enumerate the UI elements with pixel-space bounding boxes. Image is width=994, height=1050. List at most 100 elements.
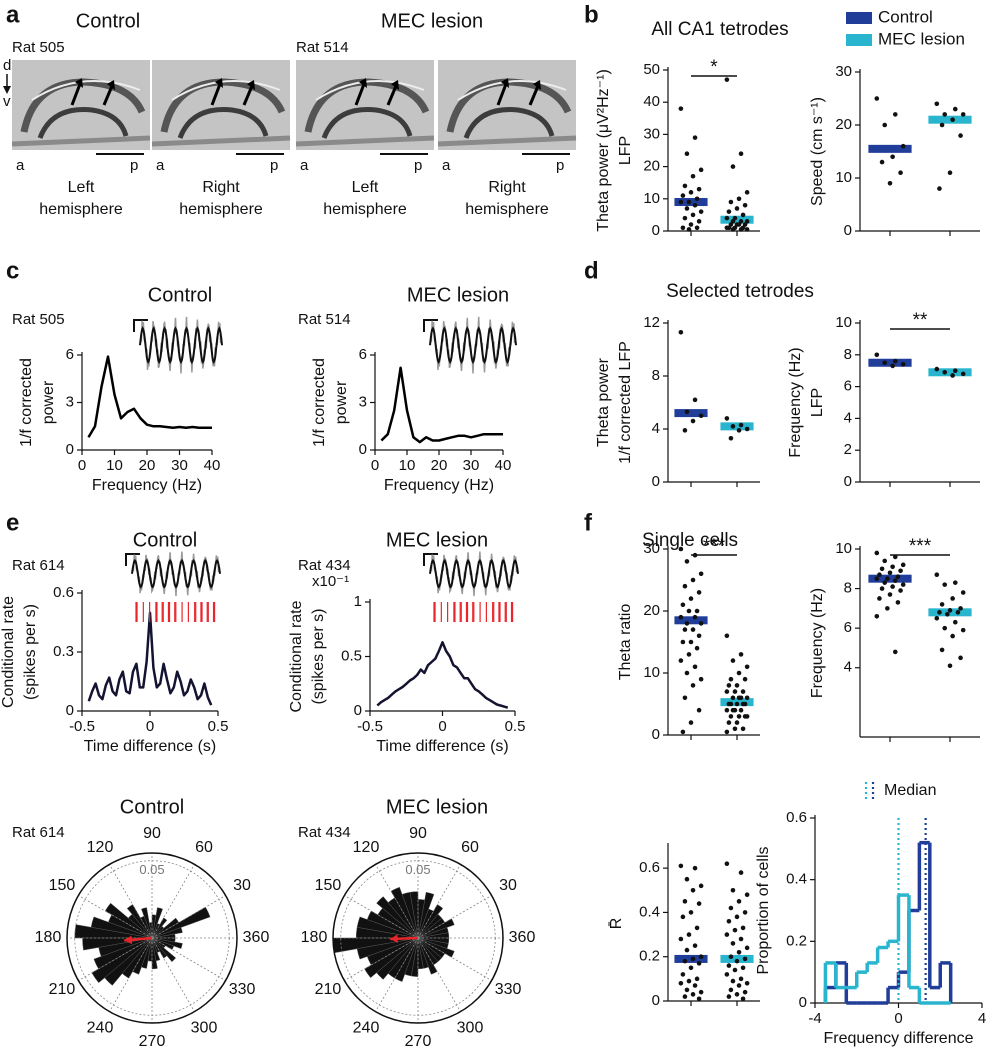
data-point — [734, 206, 740, 211]
data-point — [694, 225, 700, 231]
data-point — [960, 590, 966, 595]
data-point — [736, 714, 742, 719]
data-point — [726, 683, 732, 688]
polar-bar — [417, 918, 455, 939]
data-point — [744, 426, 750, 432]
data-point — [734, 914, 740, 920]
posterior-label: p — [270, 157, 278, 174]
data-point — [686, 227, 692, 232]
data-point — [688, 190, 694, 195]
chart-title: Selected tetrodes — [666, 281, 814, 302]
data-point — [887, 181, 893, 186]
data-point — [684, 670, 690, 676]
data-point — [728, 954, 734, 960]
y-tick-label: 0 — [66, 702, 74, 719]
y-tick-label: 8 — [652, 367, 660, 384]
data-point — [738, 976, 744, 982]
y-tick-label: 20 — [643, 158, 660, 175]
polar-bar — [356, 937, 419, 960]
x-tick-label: 40 — [204, 457, 221, 474]
data-point — [692, 865, 698, 871]
polar-bar — [411, 937, 419, 977]
angle-tick-label: 120 — [87, 839, 114, 856]
data-point — [900, 362, 906, 367]
data-point — [688, 639, 694, 645]
data-point — [734, 958, 740, 964]
chart-title: MEC lesion — [386, 529, 488, 551]
data-point — [686, 652, 692, 657]
data-point — [732, 726, 738, 732]
scale-bracket — [125, 553, 140, 566]
angle-tick-label: 30 — [233, 877, 251, 894]
y-tick-label: 30 — [643, 540, 660, 557]
data-point — [684, 621, 690, 626]
y-axis-label: (spikes per s) — [310, 608, 327, 704]
data-point — [900, 562, 906, 568]
histology-image — [438, 60, 576, 150]
mean-vector-head — [124, 935, 133, 945]
y-tick-label: 4 — [844, 659, 852, 676]
posterior-label: p — [556, 157, 564, 174]
data-point — [728, 435, 734, 441]
data-point — [680, 729, 686, 735]
y-tick-label: 0 — [652, 473, 660, 490]
data-point — [738, 151, 744, 157]
x-tick-label: 0 — [894, 1010, 902, 1027]
data-point — [694, 976, 700, 982]
y-tick-label: 3 — [66, 393, 74, 410]
angle-tick-label: 60 — [461, 839, 479, 856]
x-tick-label: 4 — [978, 1010, 986, 1027]
data-point — [724, 861, 730, 867]
y-tick-label: 50 — [643, 61, 660, 78]
data-line — [380, 366, 503, 444]
data-point — [682, 958, 688, 964]
panel-label: b — [584, 1, 599, 28]
angle-tick-label: 240 — [87, 1019, 114, 1036]
polar-bar — [417, 937, 455, 958]
legend-swatch — [846, 12, 872, 24]
data-point — [698, 571, 704, 577]
data-point — [726, 963, 732, 968]
chart-title: Single cells — [642, 530, 738, 551]
data-point — [740, 726, 746, 732]
y-axis-label: 1/f corrected — [18, 358, 35, 447]
data-point — [885, 606, 890, 611]
polar-bar — [151, 937, 176, 943]
data-point — [730, 887, 736, 893]
data-point — [682, 994, 688, 999]
data-point — [690, 956, 696, 962]
median-bar — [674, 616, 708, 625]
data-point — [728, 199, 734, 205]
y-tick-label: 0 — [359, 441, 367, 458]
data-point — [732, 927, 738, 933]
data-point — [744, 664, 750, 670]
histology-image — [296, 60, 434, 150]
significance-label: * — [710, 57, 718, 78]
data-point — [952, 368, 958, 374]
radial-grid-ring — [74, 860, 230, 1016]
data-point — [744, 695, 750, 701]
data-point — [736, 949, 742, 955]
data-point — [898, 588, 903, 593]
data-point — [877, 596, 882, 601]
data-point — [684, 559, 690, 564]
data-point — [740, 925, 746, 931]
data-point — [742, 956, 748, 962]
polar-bar — [126, 904, 153, 939]
data-point — [952, 106, 958, 112]
data-point — [738, 227, 744, 232]
data-point — [892, 578, 898, 583]
polar-bar — [151, 937, 183, 949]
data-point — [882, 558, 888, 564]
angle-tick-label: 30 — [499, 877, 517, 894]
data-point — [952, 580, 958, 585]
data-point — [686, 932, 692, 937]
radial-grid-ring — [340, 860, 496, 1016]
x-tick-label: -0.5 — [357, 718, 383, 735]
data-point — [939, 122, 945, 128]
angle-tick-label: 90 — [409, 825, 427, 842]
data-point — [694, 196, 700, 202]
rat-label: Rat 505 — [12, 39, 65, 56]
x-tick-label: 30 — [463, 457, 480, 474]
